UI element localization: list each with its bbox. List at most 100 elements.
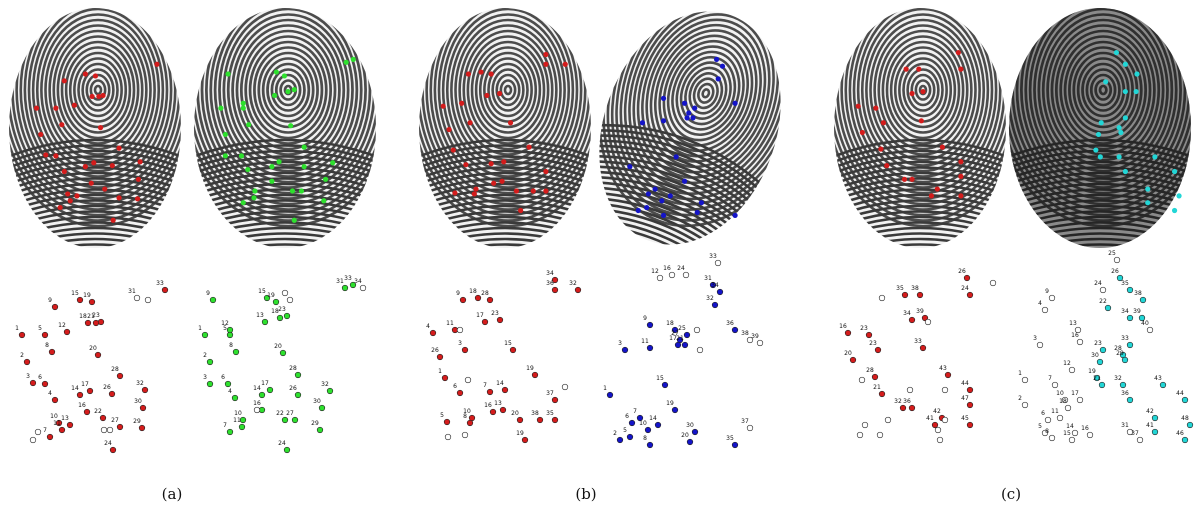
figure: (a)1234567891011121314151617181920212223… bbox=[0, 0, 1196, 510]
point-label: 28 bbox=[289, 365, 297, 372]
point-label: 28 bbox=[481, 290, 489, 297]
point-label: 17 bbox=[261, 380, 269, 387]
point-label: 30 bbox=[1091, 352, 1099, 359]
minutia-dot bbox=[659, 198, 664, 203]
minutia-dot bbox=[1103, 79, 1108, 84]
minutia-point bbox=[101, 427, 107, 433]
minutia-dot bbox=[627, 164, 632, 169]
point-label: 19 bbox=[83, 292, 91, 299]
minutia-point bbox=[935, 427, 941, 433]
minutia-point bbox=[1099, 382, 1105, 388]
minutia-point bbox=[902, 292, 908, 298]
minutia-dot bbox=[225, 71, 230, 76]
minutia-dot bbox=[1134, 89, 1139, 94]
point-label: 32 bbox=[321, 381, 329, 388]
point-label: 23 bbox=[278, 306, 286, 313]
minutia-dot bbox=[686, 110, 691, 115]
point-label: 13 bbox=[494, 400, 502, 407]
minutia-point bbox=[295, 392, 301, 398]
point-label: 19 bbox=[516, 430, 524, 437]
minutia-dot bbox=[478, 69, 483, 74]
minutia-point bbox=[537, 417, 543, 423]
minutia-point bbox=[877, 432, 883, 438]
minutia-dot bbox=[135, 196, 140, 201]
point-label: 16 bbox=[484, 402, 492, 409]
point-label: 16 bbox=[78, 402, 86, 409]
minutia-dot bbox=[241, 200, 246, 205]
minutia-point bbox=[240, 417, 246, 423]
minutia-dot bbox=[661, 213, 666, 218]
minutia-point bbox=[139, 425, 145, 431]
minutia-dot bbox=[958, 174, 963, 179]
point-label: 6 bbox=[625, 413, 629, 420]
minutia-point bbox=[672, 407, 678, 413]
point-label: 44 bbox=[1176, 390, 1184, 397]
minutia-dot bbox=[110, 163, 115, 168]
point-label: 11 bbox=[641, 338, 649, 345]
point-label: 8 bbox=[229, 342, 233, 349]
minutia-dot bbox=[302, 145, 307, 150]
minutia-point bbox=[89, 299, 95, 305]
minutia-point bbox=[462, 432, 468, 438]
point-label: 8 bbox=[463, 413, 467, 420]
minutia-point bbox=[500, 407, 506, 413]
minutia-point bbox=[134, 295, 140, 301]
minutia-dot bbox=[292, 218, 297, 223]
minutia-point bbox=[872, 374, 878, 380]
minutia-point bbox=[1100, 347, 1106, 353]
minutia-dot bbox=[1114, 50, 1119, 55]
point-label: 31 bbox=[336, 278, 344, 285]
minutia-point bbox=[655, 422, 661, 428]
point-label: 4 bbox=[426, 323, 430, 330]
minutia-point bbox=[1160, 382, 1166, 388]
point-label: 34 bbox=[711, 282, 719, 289]
minutia-dot bbox=[646, 191, 651, 196]
minutia-point bbox=[857, 432, 863, 438]
minutia-dot bbox=[223, 153, 228, 158]
minutia-dot bbox=[241, 101, 246, 106]
minutia-dot bbox=[1117, 154, 1122, 159]
point-label: 2 bbox=[1018, 395, 1022, 402]
fingerprint bbox=[0, 0, 200, 270]
minutia-dot bbox=[53, 153, 58, 158]
point-label: 9 bbox=[456, 290, 460, 297]
minutia-point bbox=[327, 388, 333, 394]
minutia-dot bbox=[441, 104, 446, 109]
minutia-point bbox=[937, 437, 943, 443]
minutia-point bbox=[319, 405, 325, 411]
minutia-point bbox=[233, 349, 239, 355]
minutia-point bbox=[647, 442, 653, 448]
minutia-point bbox=[964, 275, 970, 281]
point-label: 27 bbox=[286, 410, 294, 417]
point-label: 29 bbox=[133, 418, 141, 425]
minutia-dot bbox=[685, 115, 690, 120]
minutia-point bbox=[862, 422, 868, 428]
minutia-point bbox=[64, 329, 70, 335]
minutia-dot bbox=[246, 122, 251, 127]
minutia-point bbox=[295, 372, 301, 378]
point-label: 14 bbox=[496, 380, 504, 387]
minutia-point bbox=[442, 375, 448, 381]
caption: (c) bbox=[1001, 485, 1021, 503]
minutia-dot bbox=[935, 186, 940, 191]
minutia-point bbox=[645, 427, 651, 433]
point-label: 12 bbox=[1063, 360, 1071, 367]
minutia-dot bbox=[902, 177, 907, 182]
minutia-point bbox=[162, 287, 168, 293]
minutia-dot bbox=[881, 120, 886, 125]
minutia-dot bbox=[1123, 89, 1128, 94]
point-label: 46 bbox=[1176, 430, 1184, 437]
minutia-point bbox=[1042, 307, 1048, 313]
minutia-dot bbox=[1145, 186, 1150, 191]
minutia-point bbox=[445, 434, 451, 440]
point-label: 30 bbox=[134, 398, 142, 405]
point-label: 16 bbox=[253, 400, 261, 407]
point-label: 26 bbox=[1111, 268, 1119, 275]
minutiae-plots: (a)1234567891011121314151617181920212223… bbox=[15, 250, 1193, 503]
minutia-dot bbox=[102, 186, 107, 191]
point-label: 34 bbox=[903, 310, 911, 317]
point-label: 23 bbox=[869, 340, 877, 347]
point-label: 12 bbox=[651, 268, 659, 275]
minutia-point bbox=[202, 332, 208, 338]
minutia-point bbox=[622, 347, 628, 353]
